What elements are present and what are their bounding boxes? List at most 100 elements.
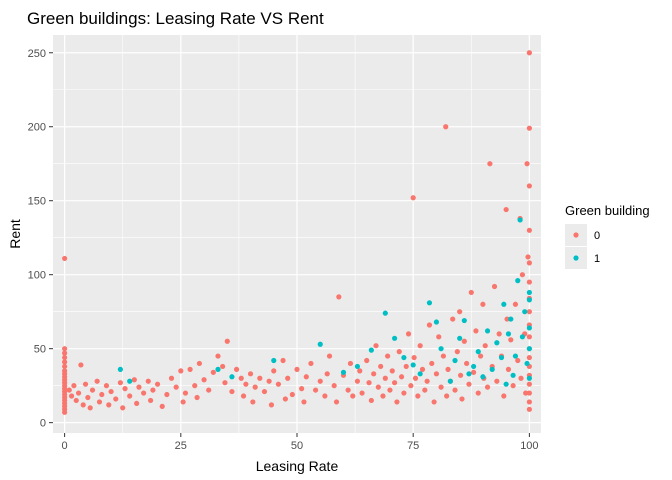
data-point-series-0 (103, 383, 110, 389)
data-point-series-1 (410, 362, 416, 368)
data-point-series-1 (526, 346, 532, 352)
data-point-series-0 (62, 346, 68, 352)
data-point-series-0 (466, 381, 472, 387)
data-point-series-0 (206, 387, 212, 393)
data-point-series-0 (526, 125, 532, 131)
data-point-series-0 (336, 294, 342, 300)
data-point-series-0 (192, 383, 198, 389)
data-point-series-1 (526, 297, 532, 303)
data-point-series-1 (317, 341, 323, 347)
y-tick-label: 50 (34, 344, 46, 356)
data-point-series-0 (106, 402, 112, 408)
data-point-series-0 (484, 384, 491, 390)
data-point-series-0 (440, 353, 446, 359)
data-point-series-0 (299, 386, 305, 392)
data-point-series-0 (280, 357, 286, 364)
data-point-series-0 (159, 403, 165, 409)
data-point-series-0 (94, 378, 100, 384)
data-point-series-0 (282, 396, 288, 402)
data-point-series-1 (354, 363, 361, 370)
x-tick-label: 100 (520, 440, 538, 452)
grid-lines (53, 35, 541, 433)
legend-label: 0 (594, 230, 600, 242)
data-point-series-0 (71, 383, 77, 389)
data-point-series-1 (471, 363, 477, 370)
data-point-series-0 (117, 380, 123, 386)
data-point-series-1 (271, 357, 277, 364)
data-point-series-1 (526, 375, 532, 381)
data-point-series-1 (417, 371, 423, 377)
data-point-series-0 (354, 378, 361, 384)
data-point-series-1 (501, 301, 507, 307)
legend-title: Green building (565, 203, 650, 218)
data-point-series-0 (519, 272, 526, 278)
data-point-series-0 (308, 360, 314, 367)
data-point-series-0 (182, 390, 189, 396)
data-point-series-0 (224, 338, 230, 344)
legend-key-0 (573, 232, 579, 238)
data-point-series-0 (405, 331, 412, 337)
data-point-series-0 (422, 387, 428, 393)
data-point-series-0 (271, 368, 277, 374)
legend: Green building 01 (565, 203, 650, 269)
data-point-series-0 (215, 353, 221, 359)
data-point-series-0 (526, 354, 532, 361)
data-point-series-1 (526, 289, 532, 296)
data-point-series-0 (250, 399, 256, 405)
data-point-series-0 (487, 161, 493, 167)
data-point-series-0 (122, 386, 128, 392)
data-point-series-0 (443, 124, 449, 130)
data-point-series-0 (178, 368, 184, 374)
data-point-series-0 (396, 349, 402, 355)
data-point-series-0 (378, 363, 384, 370)
data-point-series-0 (375, 384, 381, 390)
data-point-series-0 (496, 331, 502, 337)
data-point-series-0 (477, 353, 484, 359)
data-point-series-0 (459, 396, 465, 402)
data-point-series-1 (466, 371, 472, 377)
data-point-series-0 (359, 390, 365, 396)
data-point-series-0 (398, 374, 405, 380)
data-point-series-0 (257, 375, 263, 381)
data-point-series-1 (503, 381, 509, 387)
data-point-series-0 (411, 354, 417, 361)
data-point-series-0 (145, 378, 151, 384)
data-point-series-0 (452, 387, 458, 393)
data-point-series-0 (85, 394, 91, 401)
data-point-series-0 (87, 405, 93, 411)
data-point-series-0 (382, 375, 388, 381)
data-point-series-0 (445, 366, 451, 372)
data-point-series-0 (471, 369, 477, 375)
data-point-series-0 (194, 394, 200, 401)
data-point-series-1 (480, 374, 486, 380)
data-point-series-0 (294, 366, 300, 372)
data-point-series-1 (127, 378, 133, 384)
data-point-series-0 (350, 393, 356, 399)
data-point-series-1 (494, 340, 500, 346)
data-point-series-0 (347, 360, 354, 367)
data-point-series-0 (491, 283, 498, 290)
data-point-series-0 (464, 360, 470, 367)
data-point-series-0 (222, 380, 228, 386)
x-tick-label: 0 (62, 440, 68, 452)
data-point-series-0 (526, 227, 532, 233)
data-point-series-0 (480, 301, 486, 307)
data-point-series-0 (266, 378, 272, 384)
data-point-series-0 (504, 316, 510, 322)
data-point-series-1 (457, 335, 463, 341)
data-point-series-0 (127, 393, 133, 399)
data-point-series-0 (62, 359, 68, 365)
data-point-series-0 (333, 399, 340, 405)
data-point-series-0 (229, 388, 235, 395)
data-point-series-0 (134, 400, 140, 407)
data-point-series-0 (475, 390, 481, 396)
data-point-series-1 (438, 346, 444, 352)
y-tick-label: 100 (28, 270, 46, 282)
data-point-series-0 (515, 357, 521, 364)
data-point-series-1 (522, 309, 528, 315)
data-point-series-0 (387, 387, 393, 393)
x-tick-label: 25 (175, 440, 187, 452)
data-point-series-0 (444, 393, 450, 399)
data-point-series-0 (73, 397, 79, 404)
